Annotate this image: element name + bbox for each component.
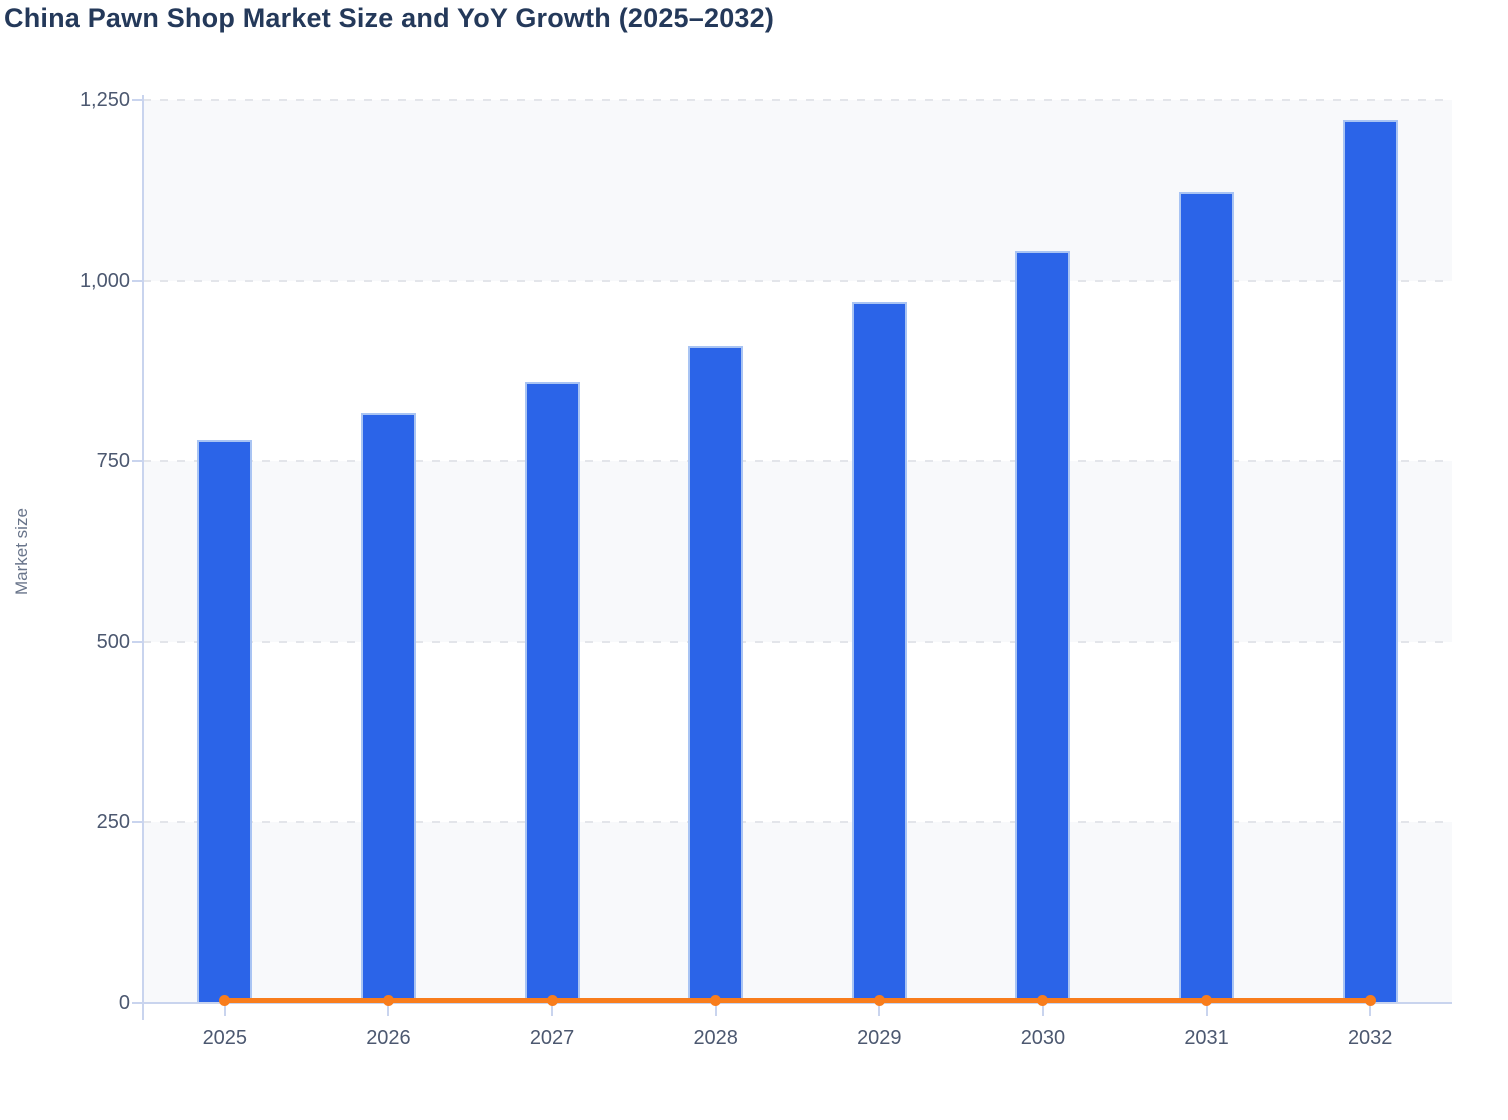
gridline	[143, 821, 1452, 824]
x-axis-tick-label: 2030	[1020, 1027, 1066, 1049]
x-axis-tick	[714, 1003, 717, 1016]
plot-band	[143, 461, 1452, 642]
chart-title: China Pawn Shop Market Size and YoY Grow…	[4, 3, 775, 33]
yoy-growth-marker-2030	[1037, 994, 1049, 1006]
yoy-growth-marker-2031	[1201, 994, 1213, 1006]
bar-2031	[1179, 191, 1235, 1003]
yoy-growth-marker-2032	[1364, 994, 1376, 1006]
x-axis-tick-label: 2032	[1347, 1027, 1393, 1049]
bar-2029	[851, 302, 907, 1003]
plot-band	[143, 641, 1452, 823]
plot-band	[143, 822, 1452, 1003]
gridline	[143, 460, 1452, 463]
plot-band	[143, 280, 1452, 462]
x-axis-tick-label: 2025	[202, 1027, 248, 1049]
x-axis-tick	[223, 1003, 226, 1016]
yoy-growth-marker-2026	[382, 994, 394, 1006]
y-axis-tick	[132, 460, 143, 463]
y-axis-line	[142, 95, 144, 1020]
bar-2026	[360, 412, 416, 1003]
x-axis-tick	[1369, 1003, 1372, 1016]
bar-2030	[1015, 250, 1071, 1003]
plot-band	[143, 100, 1452, 281]
x-axis-tick-label: 2029	[857, 1027, 902, 1049]
gridline	[143, 279, 1452, 282]
x-axis-tick	[1205, 1003, 1208, 1016]
bar-2028	[688, 345, 744, 1003]
x-axis-tick-label: 2026	[366, 1027, 411, 1049]
yoy-growth-marker-2027	[546, 994, 558, 1006]
yoy-growth-marker-2029	[873, 994, 885, 1006]
x-axis-line	[132, 1002, 1452, 1004]
y-axis-tick-label: 1,000	[79, 269, 130, 292]
gridline	[143, 99, 1452, 101]
y-axis-tick-label: 750	[96, 450, 130, 473]
y-axis-tick-label: 500	[96, 630, 130, 653]
x-axis-tick-label: 2027	[529, 1027, 575, 1049]
bar-2027	[524, 382, 580, 1003]
x-axis-tick	[1041, 1003, 1044, 1016]
y-axis-tick-label: 1,250	[79, 89, 130, 111]
yoy-growth-marker-2028	[710, 994, 722, 1006]
gridline	[143, 640, 1452, 643]
x-axis-tick-label: 2031	[1184, 1027, 1229, 1049]
yoy-growth-line	[224, 997, 1371, 1003]
yoy-growth-marker-2025	[219, 994, 231, 1006]
x-axis-tick	[387, 1003, 390, 1016]
bar-2032	[1342, 120, 1398, 1003]
y-axis-tick	[132, 640, 143, 643]
y-axis-tick-label: 250	[96, 811, 130, 834]
bar-2025	[197, 439, 253, 1003]
y-axis-tick	[132, 279, 143, 282]
x-axis-tick	[878, 1003, 881, 1016]
y-axis-tick-label: 0	[118, 992, 130, 1014]
y-axis-tick	[132, 821, 143, 824]
x-axis-tick-label: 2028	[693, 1027, 738, 1049]
y-axis-tick	[132, 99, 143, 101]
x-axis-tick	[551, 1003, 554, 1016]
